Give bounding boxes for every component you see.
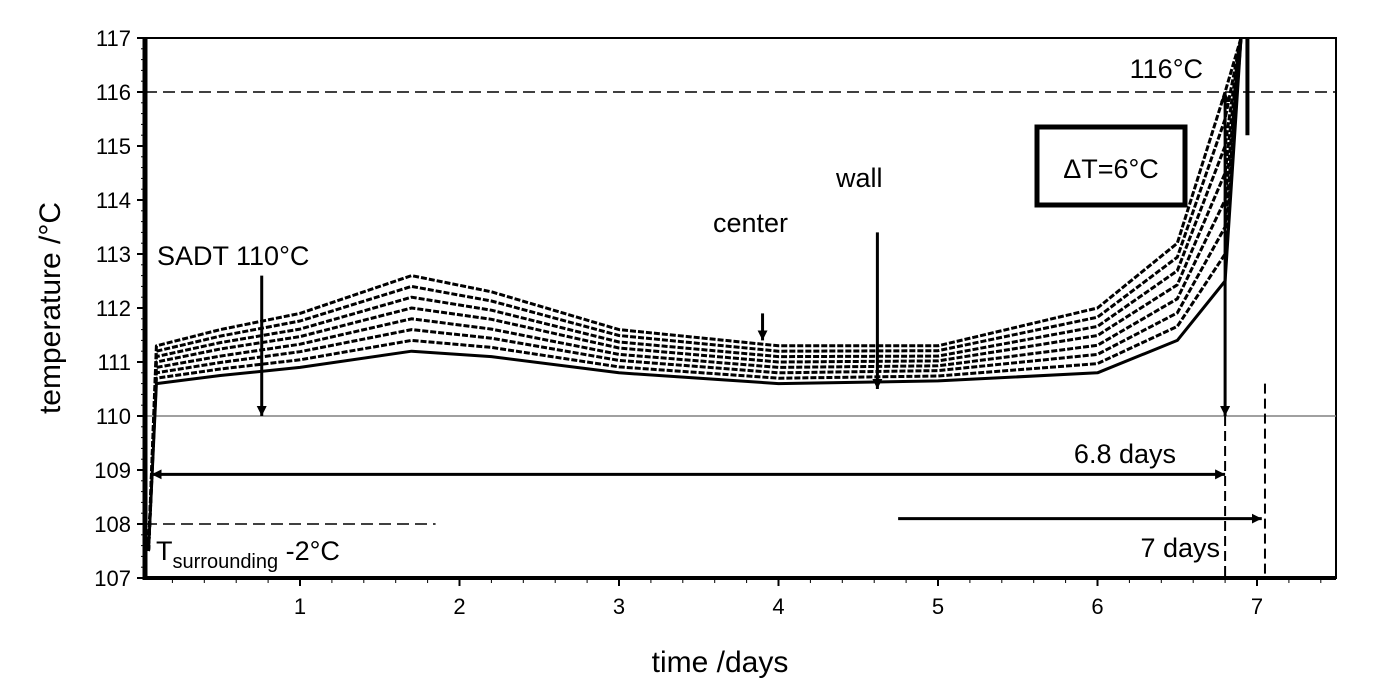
x-tick-label: 3 xyxy=(613,594,625,619)
annotation-center: center xyxy=(713,208,788,238)
t-rest: -2°C xyxy=(278,536,340,566)
y-tick-label: 115 xyxy=(96,134,131,159)
y-tick-label: 109 xyxy=(94,458,131,483)
x-tick-label: 7 xyxy=(1251,594,1263,619)
y-tick-label: 107 xyxy=(94,566,131,591)
annotation-6-8-days: 6.8 days xyxy=(1074,439,1176,469)
series-line-8 xyxy=(147,37,1243,552)
y-tick-label: 117 xyxy=(96,26,131,51)
annotation-t-surrounding: Tsurrounding -2°C xyxy=(156,536,340,573)
annotation-wall: wall xyxy=(835,163,883,193)
x-tick-label: 4 xyxy=(772,594,784,619)
y-axis-label: temperature /°C xyxy=(34,202,67,414)
annotation-7-days: 7 days xyxy=(1140,533,1220,563)
x-axis-label: time /days xyxy=(652,646,789,679)
x-tick-label: 2 xyxy=(453,594,465,619)
series-line-3 xyxy=(147,37,1243,552)
plot-frame xyxy=(144,37,1337,579)
annotation-delta-t: ΔT=6°C xyxy=(1063,154,1159,184)
y-tick-label: 110 xyxy=(96,404,131,429)
x-tick-label: 5 xyxy=(932,594,944,619)
series-line-6 xyxy=(147,37,1243,552)
series-line-7 xyxy=(147,37,1243,552)
y-tick-label: 113 xyxy=(96,242,131,267)
annotation-116c: 116°C xyxy=(1130,54,1203,84)
x-tick-label: 6 xyxy=(1091,594,1103,619)
plot-area: 107 108 109 110 111 112 113 114 115 116 117 1 2 3 4 5 6 7 xyxy=(94,26,1337,619)
t-subscript: surrounding xyxy=(173,551,279,573)
series-line-2 xyxy=(147,37,1243,552)
y-tick-label: 108 xyxy=(94,512,131,537)
delta-t-box xyxy=(1034,124,1188,208)
annotation-sadt: SADT 110°C xyxy=(157,241,309,271)
x-tick-label: 1 xyxy=(294,594,306,619)
series-line-4 xyxy=(147,37,1243,552)
y-tick-label: 114 xyxy=(96,188,131,213)
y-tick-label: 116 xyxy=(96,80,131,105)
series-line-1 xyxy=(147,37,1243,552)
y-tick-label: 111 xyxy=(98,350,131,375)
y-tick-label: 112 xyxy=(96,296,131,321)
t-main: T xyxy=(156,536,173,566)
series-line-5 xyxy=(147,37,1243,552)
